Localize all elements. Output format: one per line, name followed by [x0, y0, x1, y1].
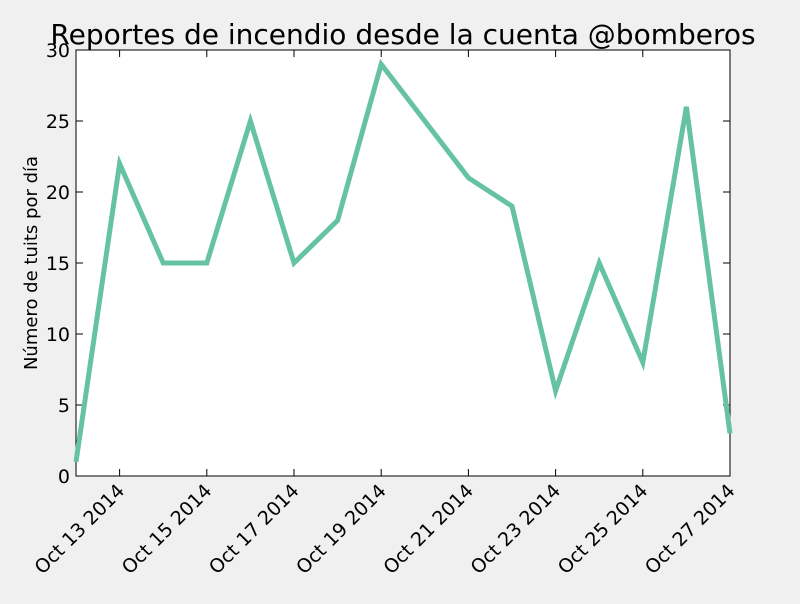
y-tick-label: 5	[58, 395, 70, 417]
series-layer	[73, 58, 733, 463]
y-tick-label: 20	[46, 182, 70, 204]
y-tick-label: 25	[46, 111, 70, 133]
y-tick-label: 15	[46, 253, 70, 275]
x-tick-label: Oct 27 2014	[641, 480, 740, 579]
chart-title: Reportes de incendio desde la cuenta @bo…	[50, 18, 755, 51]
x-tick-label: Oct 15 2014	[118, 480, 217, 579]
x-tick-label: Oct 25 2014	[554, 480, 653, 579]
x-tick-label: Oct 21 2014	[379, 480, 478, 579]
x-tick-label: Oct 13 2014	[31, 480, 130, 579]
y-tick-label: 30	[46, 40, 70, 62]
y-axis-label: Número de tuits por día	[21, 156, 42, 370]
y-tick-label: 10	[46, 324, 70, 346]
series-line-0	[73, 58, 733, 463]
x-tick-label: Oct 19 2014	[292, 480, 391, 579]
y-tick-label: 0	[58, 466, 70, 488]
x-tick-label: Oct 23 2014	[467, 480, 566, 579]
x-tick-label: Oct 17 2014	[205, 480, 304, 579]
